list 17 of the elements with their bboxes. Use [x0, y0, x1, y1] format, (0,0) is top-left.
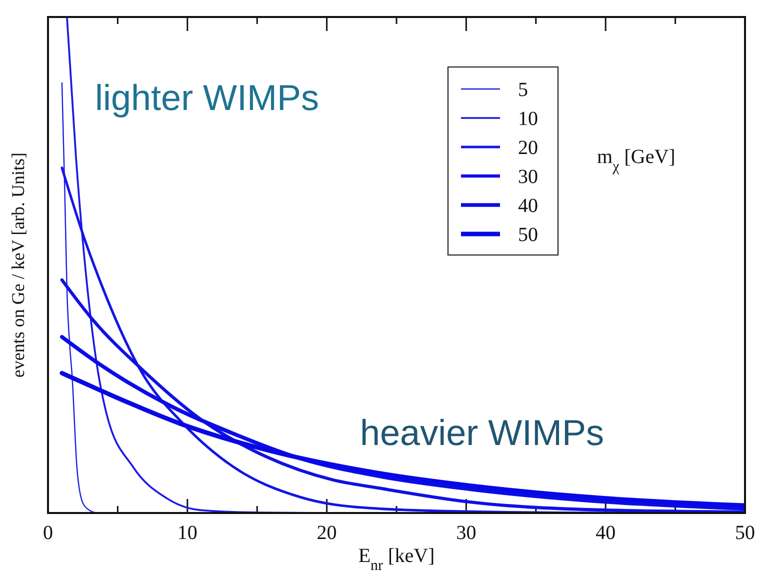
legend-label: 10	[518, 108, 538, 130]
x-tick-label: 40	[596, 522, 616, 544]
legend-title: m$_{χ}$ [GeV]	[597, 146, 676, 175]
legend-label: 30	[518, 166, 538, 188]
x-tick-label: 0	[43, 522, 53, 544]
legend-label: 50	[518, 224, 538, 246]
annotation: lighter WIMPs	[95, 77, 320, 118]
x-tick-label: 30	[456, 522, 476, 544]
x-axis-title: E$_{nr}$ [keV]	[358, 545, 435, 574]
x-tick-label: 10	[177, 522, 198, 544]
legend-label: 40	[518, 195, 538, 217]
x-tick-label: 20	[316, 522, 337, 544]
annotation: heavier WIMPs	[360, 412, 604, 453]
legend-label: 5	[518, 79, 528, 101]
x-tick-label: 50	[735, 522, 755, 544]
y-axis-title: events on Ge / keV [arb. Units]	[8, 152, 28, 378]
legend-label: 20	[518, 137, 538, 159]
